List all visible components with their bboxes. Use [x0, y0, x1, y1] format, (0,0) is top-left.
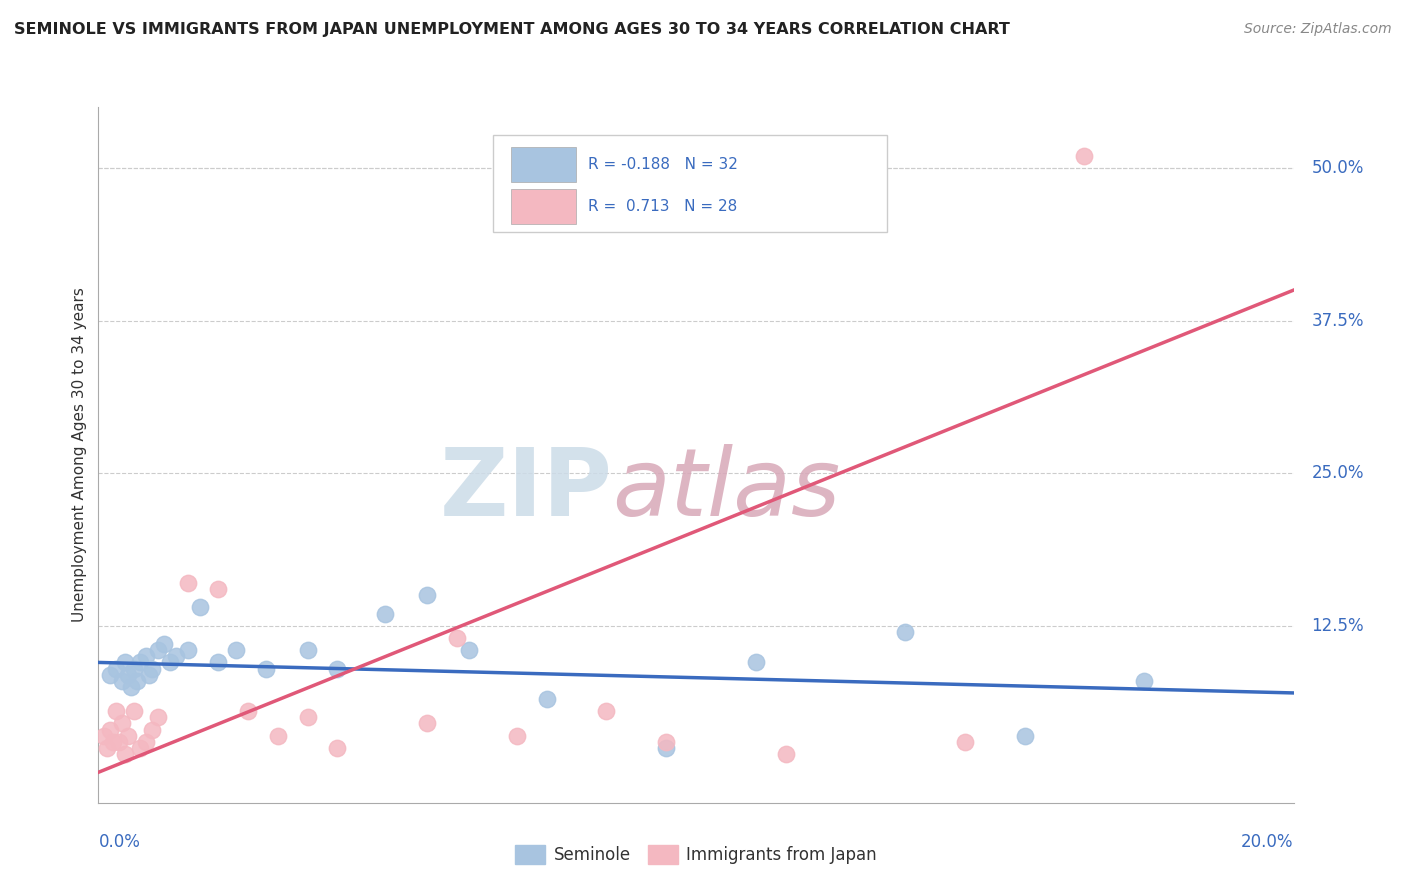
Text: 25.0%: 25.0%	[1312, 464, 1364, 483]
Point	[141, 661, 163, 675]
Point	[114, 656, 136, 670]
Text: 12.5%: 12.5%	[1312, 616, 1364, 635]
Text: Source: ZipAtlas.com: Source: ZipAtlas.com	[1244, 22, 1392, 37]
Text: R =  0.713   N = 28: R = 0.713 N = 28	[589, 199, 738, 214]
Text: 20.0%: 20.0%	[1241, 833, 1294, 851]
Point	[236, 704, 259, 718]
Point	[117, 667, 139, 681]
FancyBboxPatch shape	[494, 135, 887, 232]
Point	[416, 716, 439, 731]
Point	[120, 680, 142, 694]
Point	[326, 661, 349, 675]
Point	[148, 643, 170, 657]
Point	[135, 649, 157, 664]
Point	[894, 624, 917, 639]
Point	[165, 649, 187, 664]
Point	[446, 631, 468, 645]
Point	[1014, 729, 1036, 743]
Point	[745, 656, 768, 670]
Point	[267, 729, 290, 743]
Text: 0.0%: 0.0%	[98, 833, 141, 851]
Point	[207, 582, 229, 597]
Point	[153, 637, 176, 651]
Point	[98, 667, 122, 681]
Point	[124, 704, 146, 718]
Point	[96, 740, 118, 755]
Point	[111, 716, 134, 731]
Point	[105, 661, 128, 675]
Point	[141, 723, 163, 737]
Point	[124, 661, 146, 675]
Point	[148, 710, 170, 724]
Point	[655, 735, 678, 749]
Point	[127, 673, 149, 688]
Point	[326, 740, 349, 755]
Point	[416, 588, 439, 602]
Point	[138, 667, 160, 681]
Point	[1073, 149, 1095, 163]
Point	[374, 607, 396, 621]
Point	[108, 735, 131, 749]
Y-axis label: Unemployment Among Ages 30 to 34 years: Unemployment Among Ages 30 to 34 years	[72, 287, 87, 623]
Text: R = -0.188   N = 32: R = -0.188 N = 32	[589, 157, 738, 172]
Point	[655, 740, 678, 755]
Point	[536, 692, 558, 706]
Text: 37.5%: 37.5%	[1312, 311, 1364, 330]
Point	[93, 729, 115, 743]
Point	[129, 740, 152, 755]
Text: 50.0%: 50.0%	[1312, 159, 1364, 178]
Point	[775, 747, 797, 761]
Point	[103, 735, 125, 749]
Text: atlas: atlas	[612, 444, 841, 535]
Point	[1133, 673, 1156, 688]
Point	[129, 656, 152, 670]
Point	[159, 656, 181, 670]
Point	[953, 735, 976, 749]
Point	[177, 576, 200, 591]
Point	[595, 704, 617, 718]
Point	[177, 643, 200, 657]
Point	[254, 661, 277, 675]
Point	[188, 600, 211, 615]
Point	[111, 673, 134, 688]
FancyBboxPatch shape	[510, 147, 576, 182]
Point	[297, 643, 319, 657]
Point	[135, 735, 157, 749]
Point	[117, 729, 139, 743]
Point	[225, 643, 247, 657]
FancyBboxPatch shape	[510, 189, 576, 224]
Point	[506, 729, 529, 743]
Point	[297, 710, 319, 724]
Text: SEMINOLE VS IMMIGRANTS FROM JAPAN UNEMPLOYMENT AMONG AGES 30 TO 34 YEARS CORRELA: SEMINOLE VS IMMIGRANTS FROM JAPAN UNEMPL…	[14, 22, 1010, 37]
Point	[114, 747, 136, 761]
Point	[105, 704, 128, 718]
Legend: Seminole, Immigrants from Japan: Seminole, Immigrants from Japan	[509, 838, 883, 871]
Text: ZIP: ZIP	[440, 443, 612, 536]
Point	[207, 656, 229, 670]
Point	[458, 643, 481, 657]
Point	[98, 723, 122, 737]
